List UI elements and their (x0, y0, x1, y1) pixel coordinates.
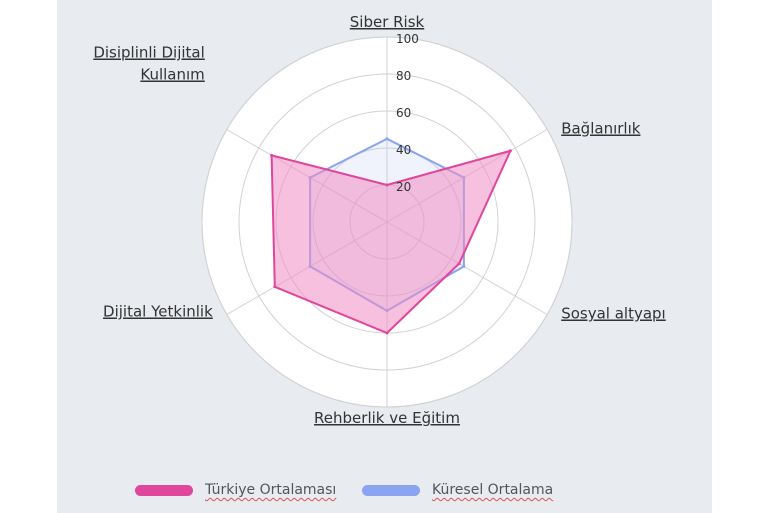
axis-label-4-line-0: Dijital Yetkinlik (103, 303, 213, 321)
radar-series (270, 137, 512, 335)
axis-labels: Siber Risk Bağlanırlık Sosyal altyapı Rehbe… (93, 13, 665, 427)
legend-swatch-kuresel (362, 484, 420, 496)
series-1-point-0 (385, 137, 389, 141)
axis-label-0-line-0: Siber Risk (350, 13, 425, 31)
axis-label-1-line-0: Bağlanırlık (561, 120, 641, 138)
axis-label-2-line-0: Sosyal altyapı (561, 305, 666, 323)
series-1-point-2 (462, 264, 466, 268)
axis-label-5: Disiplinli Dijital Kullanım (93, 44, 204, 84)
series-0-point-2 (457, 262, 461, 266)
legend-label-kuresel: Küresel Ortalama (432, 482, 554, 498)
axis-label-5-line-1: Kullanım (140, 66, 204, 84)
tick-label-2: 60 (396, 106, 411, 120)
legend-item-kuresel[interactable]: Küresel Ortalama (362, 482, 553, 498)
axis-label-0: Siber Risk (350, 13, 425, 31)
series-0-point-0 (385, 183, 389, 187)
tick-label-3: 80 (396, 69, 411, 83)
axis-label-3-line-0: Rehberlik ve Eğitim (314, 409, 460, 427)
series-0-point-1 (508, 149, 512, 153)
series-0-point-3 (385, 331, 389, 335)
axis-label-5-line-0: Disiplinli Dijital (93, 44, 204, 62)
legend-swatch-turkiye (135, 484, 193, 496)
tick-label-1: 40 (396, 143, 411, 157)
axis-label-2: Sosyal altyapı (561, 305, 666, 323)
series-0-point-5 (270, 153, 274, 157)
tick-label-0: 20 (396, 180, 411, 194)
axis-label-4: Dijital Yetkinlik (103, 303, 213, 321)
radial-tick-labels: 20 40 60 80 100 (396, 32, 419, 194)
legend-item-turkiye[interactable]: Türkiye Ortalaması (135, 482, 336, 498)
legend-label-turkiye: Türkiye Ortalaması (205, 482, 337, 498)
axis-label-1: Bağlanırlık (561, 120, 641, 138)
tick-label-4: 100 (396, 32, 419, 46)
axis-label-3: Rehberlik ve Eğitim (314, 409, 460, 427)
series-0-point-4 (273, 285, 277, 289)
